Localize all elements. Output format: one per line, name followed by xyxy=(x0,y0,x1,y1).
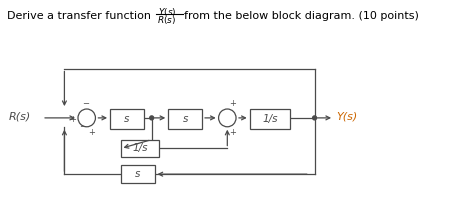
Bar xyxy=(168,109,202,129)
Circle shape xyxy=(313,116,317,120)
Text: +: + xyxy=(69,115,76,124)
Text: +: + xyxy=(229,99,236,108)
Text: +: + xyxy=(229,128,236,137)
Text: Derive a transfer function: Derive a transfer function xyxy=(7,11,151,21)
Bar xyxy=(120,140,159,157)
Text: s: s xyxy=(182,114,188,124)
Text: Y(s): Y(s) xyxy=(336,112,357,122)
Bar xyxy=(110,109,144,129)
Text: R(s): R(s) xyxy=(9,112,31,122)
Bar xyxy=(249,109,290,129)
Bar xyxy=(120,165,155,183)
Text: from the below block diagram. (10 points): from the below block diagram. (10 points… xyxy=(184,11,418,21)
Text: $Y(s)$: $Y(s)$ xyxy=(158,6,176,18)
Text: s: s xyxy=(135,169,140,179)
Text: 1/s: 1/s xyxy=(132,143,148,154)
Text: −: − xyxy=(79,122,86,131)
Text: −: − xyxy=(82,99,89,108)
Text: $R(s)$: $R(s)$ xyxy=(157,14,176,26)
Text: +: + xyxy=(88,128,95,137)
Text: 1/s: 1/s xyxy=(262,114,278,124)
Circle shape xyxy=(150,116,154,120)
Text: s: s xyxy=(124,114,129,124)
